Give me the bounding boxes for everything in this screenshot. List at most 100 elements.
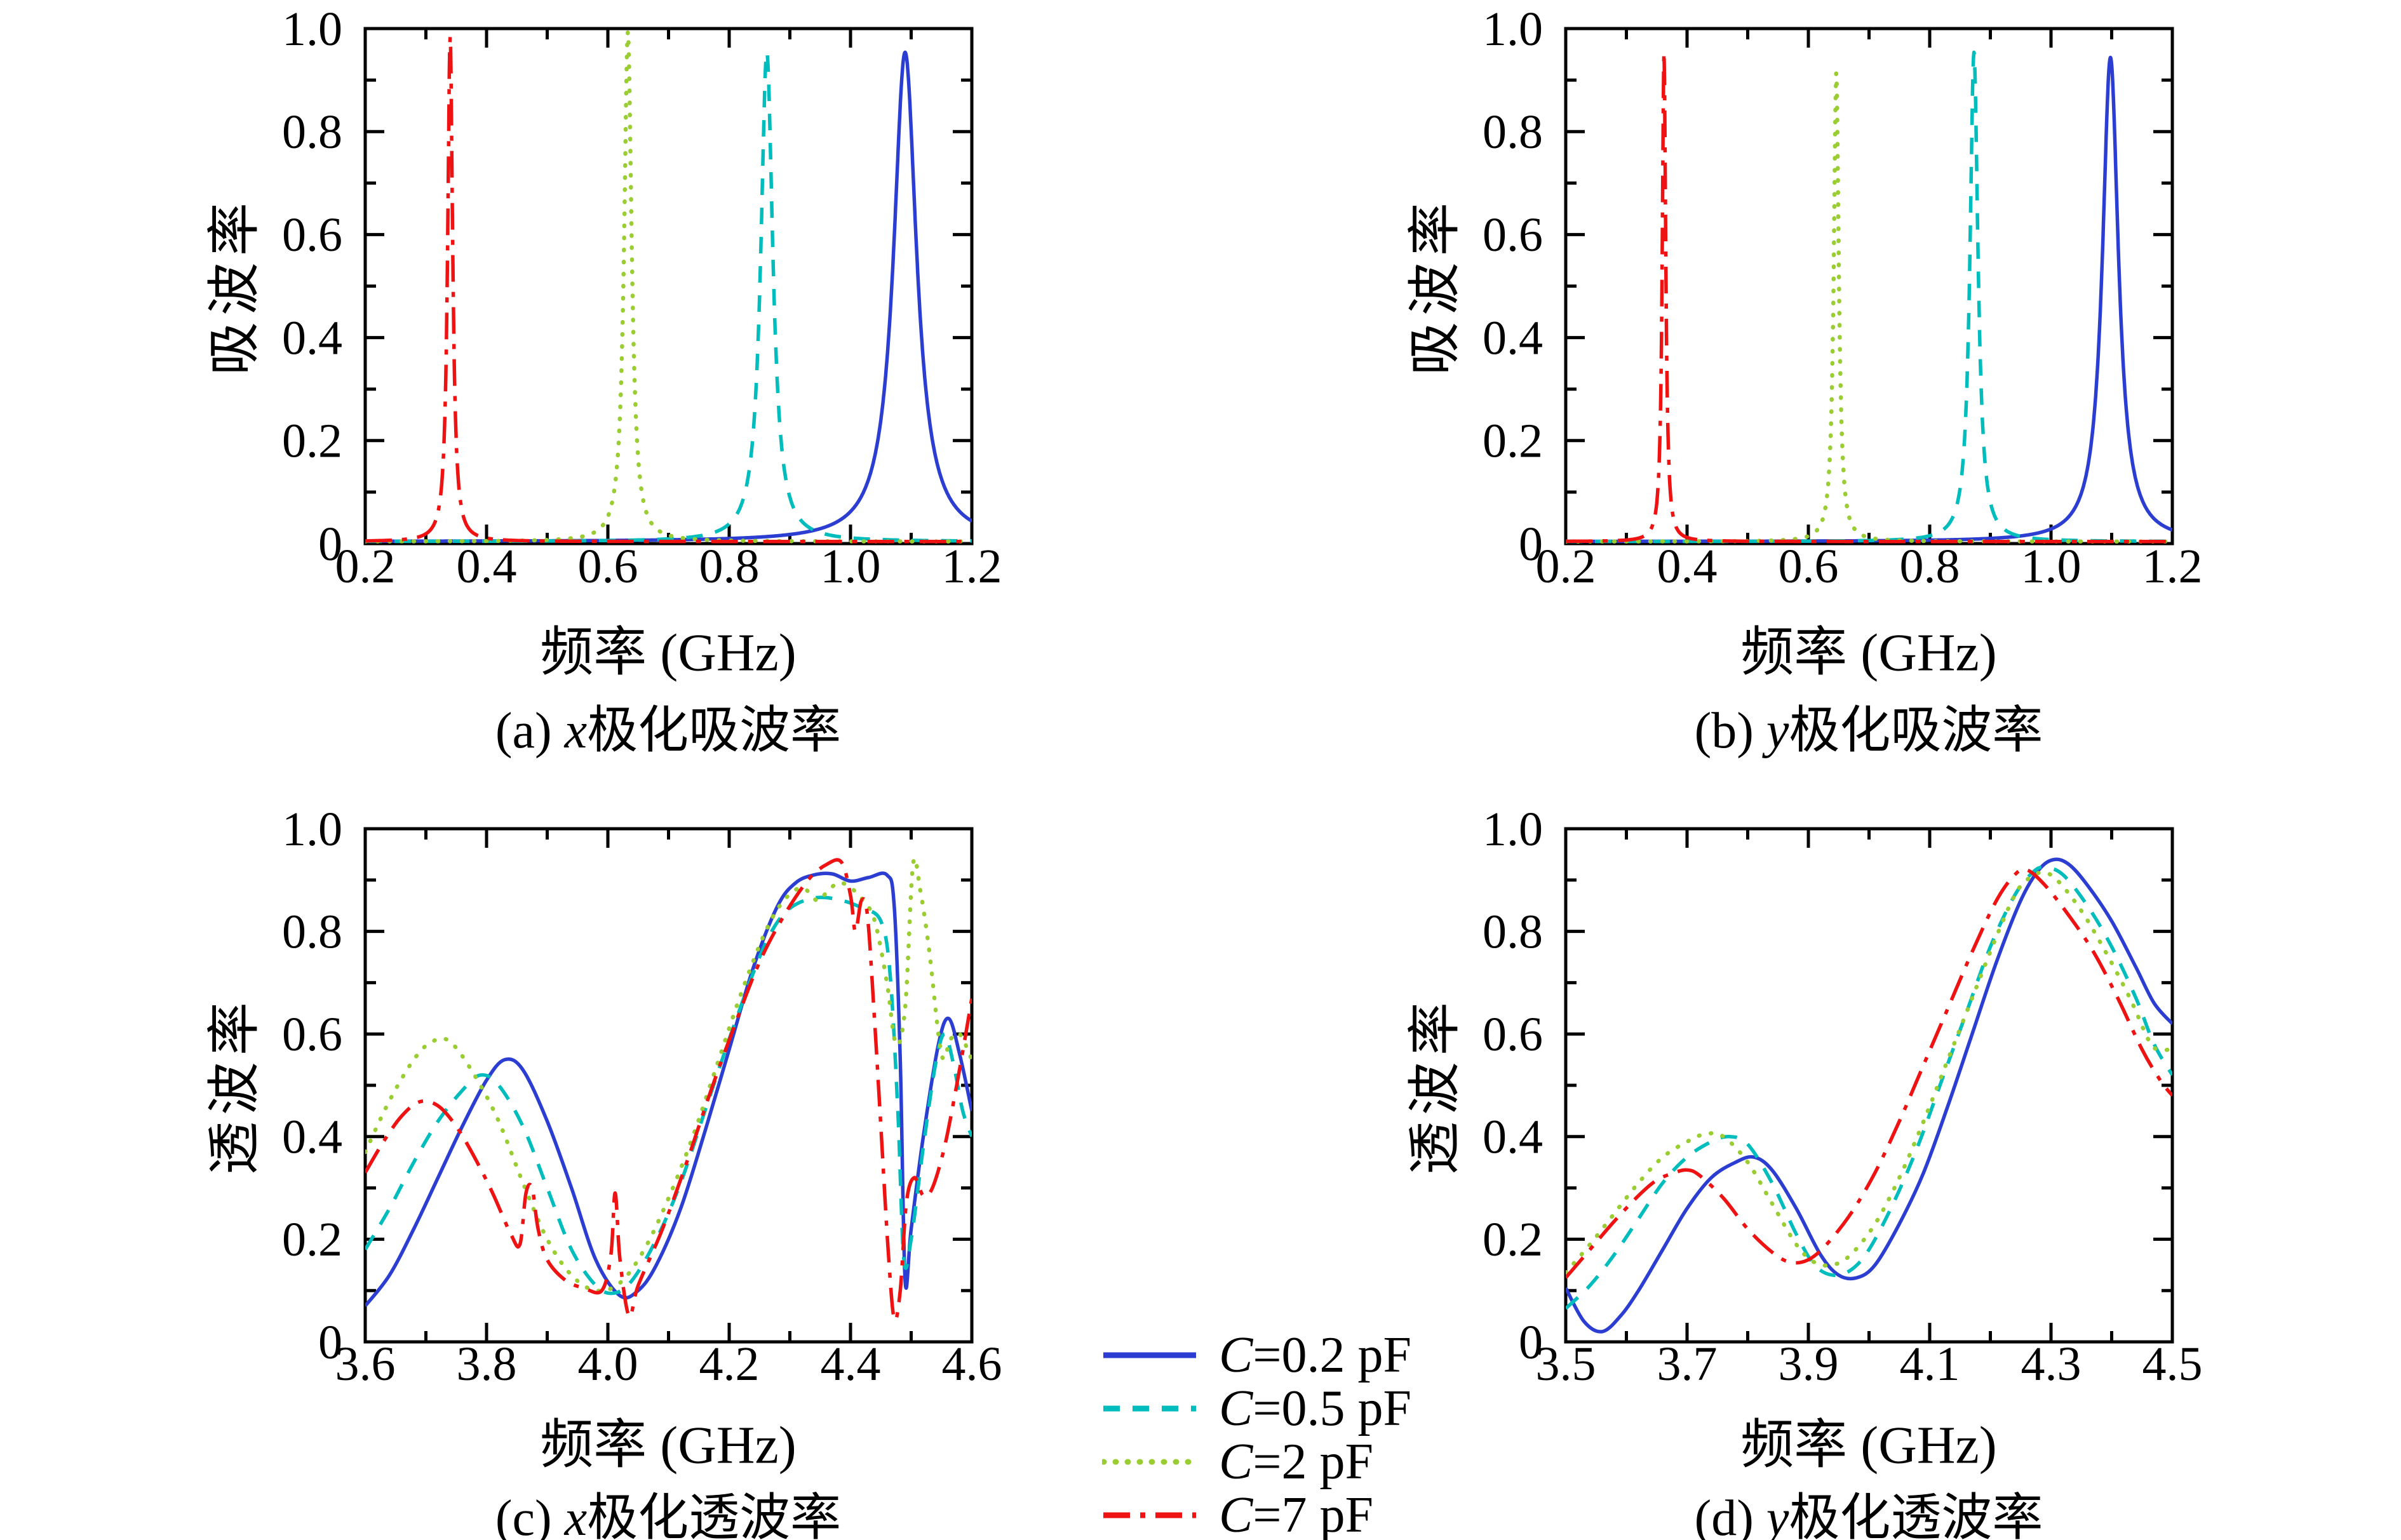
caption-d-var: y xyxy=(1766,1490,1789,1540)
legend-label-c02-rest: =0.2 pF xyxy=(1253,1327,1411,1383)
series-path-c-c02 xyxy=(365,871,972,1308)
series-path-a-c7 xyxy=(365,35,972,544)
y-axis-title-b: 吸波率 xyxy=(1406,196,1465,376)
plot-area-c: 3.6 3.8 4.0 4.2 4.4 4.6 0 0.2 0.4 0.6 0.8 1.0 xyxy=(282,803,1002,1391)
y-tick-label-c: 0.2 xyxy=(282,1213,342,1266)
series-path-d-c7 xyxy=(1566,867,2172,1279)
x-tick-label-b: 1.2 xyxy=(2142,540,2203,593)
x-tick-label-d: 3.7 xyxy=(1657,1337,1718,1391)
caption-a: (a) x极化吸波率 xyxy=(495,689,841,763)
axes-frame-d xyxy=(1564,827,2174,1344)
x-tick-label-c: 3.6 xyxy=(335,1337,396,1391)
y-axis-title-d: 透波率 xyxy=(1406,995,1465,1175)
x-axis-title-c: 频率 (GHz) xyxy=(540,1416,797,1475)
series-path-d-c02 xyxy=(1566,857,2172,1334)
x-tick-label-b: 0.8 xyxy=(1900,540,1960,593)
series-path-d-c05 xyxy=(1566,865,2172,1310)
caption-c-rest: 极化透波率 xyxy=(587,1490,842,1540)
caption-d-rest: 极化透波率 xyxy=(1789,1490,2043,1540)
legend-label-c05-var: C xyxy=(1219,1380,1253,1436)
caption-b: (b) y极化吸波率 xyxy=(1695,689,2043,763)
y-tick-label-c: 0 xyxy=(318,1316,342,1369)
x-tick-label-d: 4.1 xyxy=(1900,1337,1960,1391)
series-path-d-c2 xyxy=(1566,870,2172,1275)
series-path-b-c02 xyxy=(1566,55,2172,544)
y-tick-label-d: 0.2 xyxy=(1483,1213,1543,1266)
y-tick-label-a: 0 xyxy=(318,518,342,571)
plot-area-b: 0.2 0.4 0.6 0.8 1.0 1.200.20.40.60.81.0 xyxy=(1483,3,2203,593)
y-tick-label-c: 1.0 xyxy=(282,803,342,856)
x-tick-label-a: 0.2 xyxy=(335,540,396,593)
legend-item-c7: C=7 pF xyxy=(1102,1487,1509,1540)
y-tick-label-b: 0.2 xyxy=(1483,415,1543,468)
y-axis-title-a: 吸波率 xyxy=(205,196,265,376)
x-tick-label-a: 0.8 xyxy=(699,540,760,593)
caption-b-rest: 极化吸波率 xyxy=(1789,703,2043,759)
caption-a-var: x xyxy=(564,703,588,759)
legend-item-c05: C=0.5 pF xyxy=(1102,1381,1509,1436)
subplot-d: 3.5 3.7 3.9 4.1 4.3 4.5 0 0.2 0.4 0.6 0.8 1.0 透波率 频… xyxy=(1200,770,2401,1540)
y-tick-label-b: 0 xyxy=(1519,518,1543,571)
y-tick-label-a: 0.6 xyxy=(282,208,342,262)
x-tick-label-a: 1.0 xyxy=(821,540,881,593)
x-tick-label-d: 4.3 xyxy=(2021,1337,2082,1391)
legend-label-c2-rest: =2 pF xyxy=(1253,1433,1373,1490)
y-tick-label-a: 0.2 xyxy=(282,415,342,468)
series-path-c-c7 xyxy=(365,858,972,1322)
x-axis-title-d: 频率 (GHz) xyxy=(1740,1416,1997,1475)
y-tick-label-a: 0.4 xyxy=(282,311,342,365)
series-path-b-c2 xyxy=(1566,70,2172,544)
caption-a-prefix: (a) xyxy=(495,703,565,759)
legend-label-c7-rest: =7 pF xyxy=(1253,1487,1373,1540)
x-tick-label-c: 4.6 xyxy=(942,1337,1002,1391)
x-tick-label-a: 0.4 xyxy=(457,540,517,593)
legend-label-c2: C=2 pF xyxy=(1219,1433,1373,1491)
legend: C=0.2 pF C=0.5 pF C=2 pF C=7 pF xyxy=(1102,1327,1509,1540)
caption-b-var: y xyxy=(1766,703,1789,759)
legend-line-sample-c2 xyxy=(1102,1459,1197,1465)
series-path-c-c05 xyxy=(365,895,972,1296)
plot-area-a: 0.2 0.4 0.6 0.8 1.0 1.200.20.40.60.81.0 xyxy=(282,3,1002,593)
x-tick-label-c: 4.4 xyxy=(821,1337,881,1391)
x-tick-label-a: 1.2 xyxy=(942,540,1002,593)
x-axis-title-a: 频率 (GHz) xyxy=(540,623,797,683)
y-tick-label-c: 0.4 xyxy=(282,1111,342,1164)
legend-label-c05-rest: =0.5 pF xyxy=(1253,1380,1411,1436)
axes-frame-b xyxy=(1564,27,2174,546)
legend-line-sample-c02 xyxy=(1103,1352,1196,1358)
legend-label-c2-var: C xyxy=(1219,1433,1253,1490)
series-path-a-c05 xyxy=(365,50,972,544)
y-tick-label-c: 0.6 xyxy=(282,1008,342,1061)
caption-d: (d) y极化透波率 xyxy=(1695,1476,2043,1540)
caption-c-prefix: (c) xyxy=(495,1490,565,1540)
series-path-b-c7 xyxy=(1566,50,2172,544)
legend-item-c02: C=0.2 pF xyxy=(1102,1327,1509,1383)
series-path-b-c05 xyxy=(1566,50,2172,544)
x-tick-label-c: 4.0 xyxy=(578,1337,638,1391)
x-tick-label-d: 3.9 xyxy=(1779,1337,1839,1391)
caption-b-prefix: (b) xyxy=(1694,703,1766,759)
x-tick-label-d: 4.5 xyxy=(2142,1337,2203,1391)
x-tick-label-b: 0.6 xyxy=(1779,540,1839,593)
plot-area-d: 3.5 3.7 3.9 4.1 4.3 4.5 0 0.2 0.4 0.6 0.8 1.0 xyxy=(1483,803,2203,1391)
legend-label-c05: C=0.5 pF xyxy=(1219,1380,1411,1438)
legend-label-c02: C=0.2 pF xyxy=(1219,1327,1411,1384)
caption-d-prefix: (d) xyxy=(1694,1490,1766,1540)
series-path-c-c2 xyxy=(365,856,972,1293)
x-tick-label-b: 1.0 xyxy=(2021,540,2082,593)
y-tick-label-a: 0.8 xyxy=(282,105,342,159)
x-tick-label-b: 0.2 xyxy=(1536,540,1596,593)
legend-line-sample-c7 xyxy=(1103,1512,1196,1518)
caption-c: (c) x极化透波率 xyxy=(495,1476,841,1540)
y-tick-label-d: 0.4 xyxy=(1483,1111,1543,1164)
y-tick-label-d: 0.8 xyxy=(1483,905,1543,958)
y-tick-label-b: 1.0 xyxy=(1483,3,1543,56)
y-tick-label-a: 1.0 xyxy=(282,3,342,56)
x-tick-label-d: 3.5 xyxy=(1536,1337,1596,1391)
caption-a-rest: 极化吸波率 xyxy=(587,703,842,759)
legend-label-c02-var: C xyxy=(1219,1327,1253,1383)
y-tick-label-b: 0.8 xyxy=(1483,105,1543,159)
subplot-a: 0.2 0.4 0.6 0.8 1.0 1.2 0 0.2 0.4 0.6 0.8 1.0 吸波率 频… xyxy=(0,0,1200,770)
legend-label-c7-var: C xyxy=(1219,1487,1253,1540)
legend-item-c2: C=2 pF xyxy=(1102,1434,1509,1490)
